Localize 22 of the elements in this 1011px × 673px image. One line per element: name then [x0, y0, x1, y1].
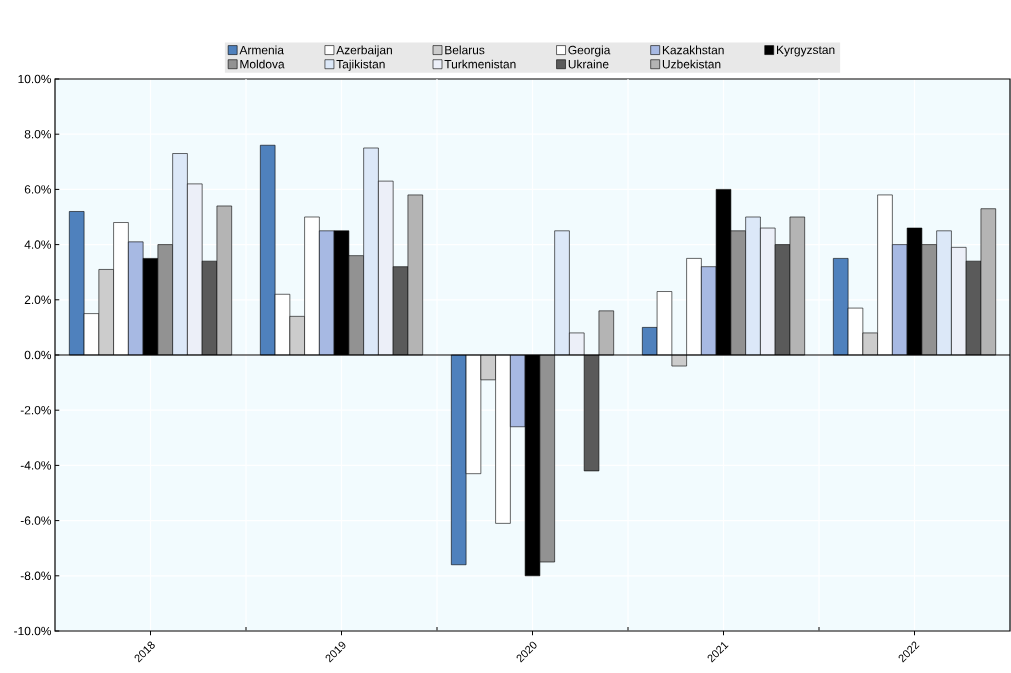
y-tick-label: -2.0% — [20, 405, 52, 415]
legend-label: Armenia — [239, 45, 284, 55]
legend-label: Kyrgyzstan — [777, 45, 835, 57]
legend-label: Georgia — [568, 45, 611, 57]
legend-label: Moldova — [240, 59, 285, 69]
y-tick-label: -10.0% — [14, 626, 52, 636]
y-tick-label: 10.0% — [18, 74, 52, 84]
y-tick-label: 6.0% — [24, 185, 52, 194]
y-tick-label: 2.0% — [24, 295, 52, 305]
legend-label: Uzbekistan — [662, 59, 721, 69]
legend-label: Belarus — [445, 45, 485, 55]
legend-label: Azerbaijan — [336, 45, 392, 57]
legend-label: Tajikistan — [336, 59, 385, 71]
legend-label: Kazakhstan — [662, 45, 724, 55]
y-tick-label: -6.0% — [20, 516, 52, 525]
legend-label: Turkmenistan — [444, 59, 516, 69]
y-tick-label: -4.0% — [20, 461, 52, 470]
y-tick-label: 4.0% — [24, 240, 52, 249]
y-tick-label: -8.0% — [20, 571, 52, 581]
legend-label: Ukraine — [568, 59, 609, 69]
y-tick-label: 8.0% — [24, 129, 52, 139]
y-tick-label: 0.0% — [24, 350, 52, 360]
